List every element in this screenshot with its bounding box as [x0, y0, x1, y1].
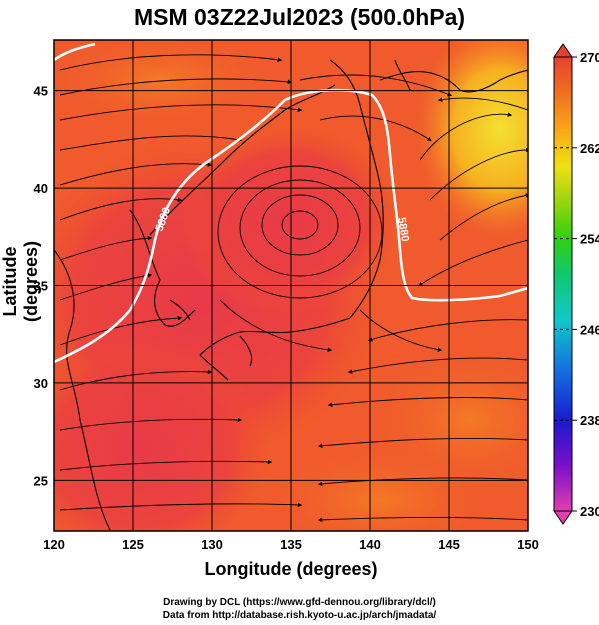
x-axis-label: Longitude (degrees) — [204, 559, 378, 579]
credit-drawing: Drawing by DCL (https://www.gfd-dennou.o… — [163, 597, 436, 608]
x-tick-label: 150 — [517, 537, 539, 552]
y-tick-label: 25 — [34, 473, 48, 488]
colorbar-tick-label: 262 — [580, 141, 599, 156]
wind-streamlines — [59, 54, 528, 523]
x-tick-label: 130 — [201, 537, 223, 552]
colorbar-tick-label: 238 — [580, 413, 599, 428]
y-axis-label: Latitude (degrees) — [0, 240, 41, 323]
coastlines — [54, 59, 528, 531]
colorbar-tick-label: 254 — [580, 232, 599, 247]
x-tick-label: 145 — [438, 537, 460, 552]
y-tick-label: 30 — [34, 376, 48, 391]
colorbar-bottom-arrow — [553, 510, 573, 525]
y-tick-label: 35 — [34, 279, 48, 294]
contour-label: 5880 — [395, 216, 411, 242]
colorbar-tick-label: 246 — [580, 322, 599, 337]
map-title: MSM 03Z22Jul2023 (500.0hPa) — [133, 4, 466, 30]
colorbar-top-arrow — [553, 43, 573, 58]
map-frame — [53, 39, 529, 532]
y-tick-label: 45 — [34, 84, 48, 99]
y-tick-label: 40 — [34, 181, 48, 196]
y-tick-labels: 25 30 35 40 45 — [34, 84, 48, 489]
credit-data-source: Data from http://database.rish.kyoto-u.a… — [162, 610, 437, 621]
x-tick-label: 135 — [280, 537, 302, 552]
colorbar-scale — [553, 56, 573, 512]
colorbar-tick-label: 270 — [580, 50, 599, 65]
x-tick-label: 125 — [122, 537, 144, 552]
colorbar-tick-label: 230 — [580, 504, 599, 519]
x-tick-labels: 120 125 130 135 140 145 150 — [43, 537, 539, 552]
x-tick-label: 140 — [359, 537, 381, 552]
x-tick-label: 120 — [43, 537, 65, 552]
colorbar: 270 262 254 246 238 230 — [553, 43, 599, 525]
